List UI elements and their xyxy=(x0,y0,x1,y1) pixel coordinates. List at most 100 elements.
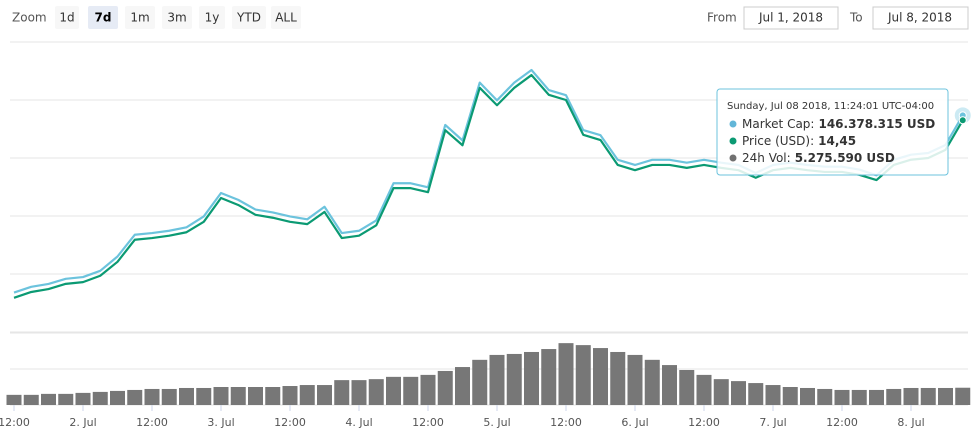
volume-bar xyxy=(593,348,608,405)
tooltip: Sunday, Jul 08 2018, 11:24:01 UTC-04:00 M… xyxy=(716,88,949,176)
volume-bar xyxy=(765,385,781,405)
to-value[interactable]: Jul 8, 2018 xyxy=(887,11,952,25)
volume-bar xyxy=(903,387,919,405)
volume-bar xyxy=(299,385,315,405)
volume-bar xyxy=(437,370,453,405)
volume-bar xyxy=(524,351,539,405)
volume-bar xyxy=(420,374,436,405)
zoom-button[interactable] xyxy=(232,6,266,29)
x-tick-label: 12:00 xyxy=(550,416,582,429)
tooltip-row-label: Market Cap: xyxy=(742,117,814,131)
volume-bar xyxy=(403,376,419,405)
x-tick-label: 4. Jul xyxy=(345,416,372,429)
volume-bar xyxy=(58,393,74,405)
zoom-button-label[interactable]: 3m xyxy=(167,11,186,25)
volume-bar xyxy=(334,380,350,405)
x-tick-label: 2. Jul xyxy=(69,416,96,429)
volume-bar xyxy=(731,381,746,405)
tooltip-row: 24h Vol: 5.275.590 USD xyxy=(742,151,895,165)
volume-bar xyxy=(368,379,384,405)
volume-bar xyxy=(265,387,281,405)
to-label: To xyxy=(849,11,863,25)
zoom-button[interactable] xyxy=(162,6,192,29)
zoom-button-label[interactable]: 7d xyxy=(95,11,112,25)
volume-bar xyxy=(455,367,470,405)
from-input[interactable] xyxy=(743,6,839,30)
hover-marker xyxy=(958,116,967,125)
tooltip-row-value: 14,45 xyxy=(818,134,856,148)
volume-bar xyxy=(317,385,332,405)
volume-bar xyxy=(662,365,677,405)
to-input[interactable] xyxy=(872,6,969,30)
tooltip-row-value: 5.275.590 USD xyxy=(795,151,895,165)
zoom-button-label[interactable]: ALL xyxy=(275,11,297,25)
tooltip-row-label: 24h Vol: xyxy=(742,151,791,165)
volume-bar xyxy=(386,376,401,405)
volume-bar xyxy=(506,353,522,405)
zoom-button[interactable] xyxy=(271,6,301,29)
tooltip-row-label: Price (USD): xyxy=(742,134,814,148)
volume-bar xyxy=(282,386,298,405)
volume-bar xyxy=(179,387,194,405)
zoom-label: Zoom xyxy=(12,11,47,25)
volume-bar xyxy=(644,359,660,405)
x-tick-label: 12:00 xyxy=(136,416,168,429)
volume-bar xyxy=(144,388,160,405)
volume-bar xyxy=(541,349,557,405)
tooltip-box xyxy=(716,88,949,176)
volume-bar xyxy=(127,389,143,405)
volume-bar xyxy=(627,354,643,405)
volume-bar xyxy=(713,379,729,405)
volume-bar xyxy=(558,343,574,405)
volume-bar xyxy=(610,351,626,405)
zoom-button[interactable] xyxy=(88,6,118,29)
volume-bar xyxy=(800,387,815,405)
volume-bar xyxy=(575,345,591,405)
tooltip-row-value: 146.378.315 USD xyxy=(818,117,935,131)
zoom-button-label[interactable]: 1m xyxy=(130,11,149,25)
volume-bar xyxy=(92,391,108,405)
volume-bar xyxy=(75,392,91,405)
volume-bar xyxy=(472,359,488,405)
volume-bar xyxy=(196,387,212,405)
zoom-button[interactable] xyxy=(125,6,155,29)
volume-bar xyxy=(869,389,884,405)
x-tick-label: 7. Jul xyxy=(759,416,786,429)
volume-bar xyxy=(679,369,695,405)
tooltip-dot xyxy=(729,137,737,145)
x-tick-label: 8. Jul xyxy=(897,416,924,429)
zoom-button-label[interactable]: 1d xyxy=(59,11,74,25)
x-tick-label: 12:00 xyxy=(412,416,444,429)
volume-bar xyxy=(489,354,505,405)
volume-bar xyxy=(748,383,764,405)
zoom-button[interactable] xyxy=(55,6,79,29)
x-tick-label: 12:00 xyxy=(826,416,858,429)
zoom-button-label[interactable]: 1y xyxy=(205,11,220,25)
volume-bar xyxy=(938,387,953,405)
x-tick-label: 3. Jul xyxy=(207,416,234,429)
volume-bar xyxy=(110,390,125,405)
x-tick-label: 6. Jul xyxy=(621,416,648,429)
x-tick-label: 12:00 xyxy=(274,416,306,429)
from-value[interactable]: Jul 1, 2018 xyxy=(758,11,823,25)
tooltip-dot xyxy=(729,154,737,162)
volume-bar xyxy=(817,388,833,405)
volume-bar xyxy=(41,393,56,405)
zoom-button-label[interactable]: YTD xyxy=(236,11,261,25)
volume-bar xyxy=(213,387,229,405)
volume-bar xyxy=(920,387,936,405)
volume-bar xyxy=(351,380,367,405)
volume-bar xyxy=(782,387,798,405)
volume-bar xyxy=(230,387,246,405)
volume-bar xyxy=(955,387,971,405)
x-tick-label: 12:00 xyxy=(0,416,30,429)
zoom-button[interactable] xyxy=(199,6,225,29)
from-label: From xyxy=(707,11,737,25)
tooltip-row: Price (USD): 14,45 xyxy=(742,134,856,148)
x-tick-label: 5. Jul xyxy=(483,416,510,429)
volume-bar xyxy=(161,388,177,405)
volume-bar xyxy=(248,387,263,405)
tooltip-row: Market Cap: 146.378.315 USD xyxy=(742,117,935,131)
volume-bar xyxy=(6,394,22,405)
